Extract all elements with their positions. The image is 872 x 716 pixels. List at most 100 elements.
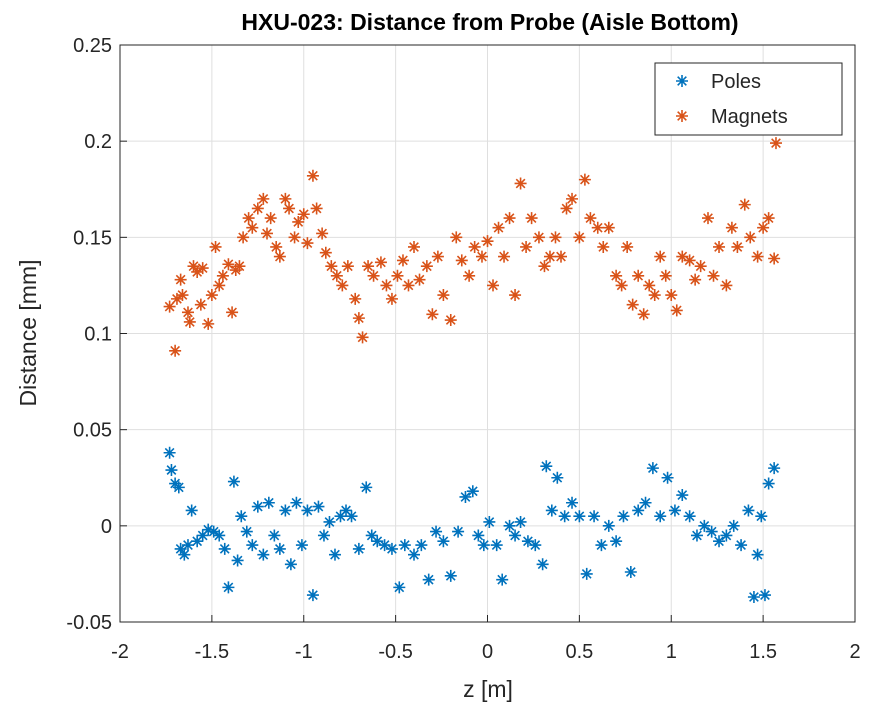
data-point	[621, 240, 634, 253]
y-tick-label: 0.1	[84, 324, 112, 346]
data-point	[610, 535, 623, 548]
data-point	[165, 464, 178, 477]
data-point	[580, 567, 593, 580]
data-point	[341, 260, 354, 273]
data-point	[306, 589, 319, 602]
data-point	[181, 306, 194, 319]
data-point	[713, 240, 726, 253]
data-point	[385, 542, 398, 555]
data-point	[262, 496, 275, 509]
data-point	[694, 260, 707, 273]
data-point	[415, 539, 428, 552]
data-point	[178, 548, 191, 561]
data-point	[769, 137, 782, 150]
data-point	[588, 510, 601, 523]
data-point	[757, 221, 770, 234]
data-point	[279, 504, 292, 517]
y-tick-label: 0.2	[84, 131, 112, 153]
x-tick-label: 0	[482, 641, 493, 663]
data-point	[402, 279, 415, 292]
data-point	[345, 510, 358, 523]
data-point	[768, 252, 781, 265]
data-point	[231, 554, 244, 567]
data-point	[648, 289, 661, 302]
data-point	[668, 504, 681, 517]
data-point	[514, 515, 527, 528]
data-point	[430, 525, 443, 538]
data-point	[246, 221, 259, 234]
data-point	[444, 314, 457, 327]
data-point	[396, 254, 409, 267]
data-point	[602, 519, 615, 532]
data-point	[713, 535, 726, 548]
data-point	[665, 289, 678, 302]
y-tick-label: 0.15	[73, 227, 112, 249]
y-axis-label: Distance [mm]	[15, 260, 41, 407]
data-point	[455, 254, 468, 267]
data-point	[181, 539, 194, 552]
data-point	[720, 279, 733, 292]
data-point	[626, 298, 639, 311]
data-point	[727, 519, 740, 532]
data-point	[279, 192, 292, 205]
data-point	[408, 240, 420, 253]
data-point	[202, 317, 215, 330]
data-point	[538, 260, 551, 273]
data-point	[602, 221, 615, 234]
data-point	[659, 269, 672, 282]
data-point	[235, 510, 248, 523]
data-point	[367, 269, 380, 282]
data-point	[242, 212, 255, 225]
data-point	[676, 250, 689, 263]
data-point	[437, 535, 450, 548]
x-tick-label: -2	[111, 641, 129, 663]
data-point	[705, 525, 718, 538]
data-point	[213, 279, 226, 292]
data-point	[365, 529, 378, 542]
data-point	[615, 279, 628, 292]
data-point	[288, 231, 301, 244]
legend-label: Magnets	[711, 106, 788, 128]
data-point	[251, 500, 264, 513]
data-point	[176, 289, 189, 302]
data-point	[371, 535, 384, 548]
data-point	[273, 542, 286, 555]
data-point	[683, 510, 696, 523]
data-point	[468, 240, 481, 253]
data-point	[540, 460, 553, 473]
data-point	[196, 529, 209, 542]
data-point	[306, 169, 319, 182]
data-point	[352, 542, 365, 555]
data-point	[352, 312, 365, 325]
data-point	[509, 289, 522, 302]
data-point	[330, 269, 343, 282]
data-point	[591, 221, 604, 234]
data-point	[196, 262, 209, 275]
data-point	[707, 269, 720, 282]
data-point	[481, 235, 494, 248]
data-point	[503, 212, 516, 225]
data-point	[240, 525, 253, 538]
data-point	[301, 237, 314, 250]
data-point	[437, 289, 450, 302]
data-point	[420, 260, 433, 273]
y-tick-label: 0.25	[73, 35, 112, 57]
x-tick-label: -0.5	[378, 641, 412, 663]
data-point	[205, 289, 218, 302]
data-point	[610, 269, 623, 282]
data-point	[490, 539, 503, 552]
data-point	[349, 292, 362, 305]
data-point	[398, 539, 411, 552]
data-point	[762, 212, 775, 225]
data-point	[283, 202, 296, 215]
data-point	[233, 260, 246, 273]
data-point	[751, 548, 764, 561]
data-point	[632, 504, 645, 517]
data-point	[292, 215, 305, 228]
data-point	[251, 202, 264, 215]
data-point	[578, 173, 591, 186]
data-point	[422, 573, 435, 586]
data-point	[290, 496, 303, 509]
data-point	[218, 542, 231, 555]
data-point	[172, 481, 185, 494]
